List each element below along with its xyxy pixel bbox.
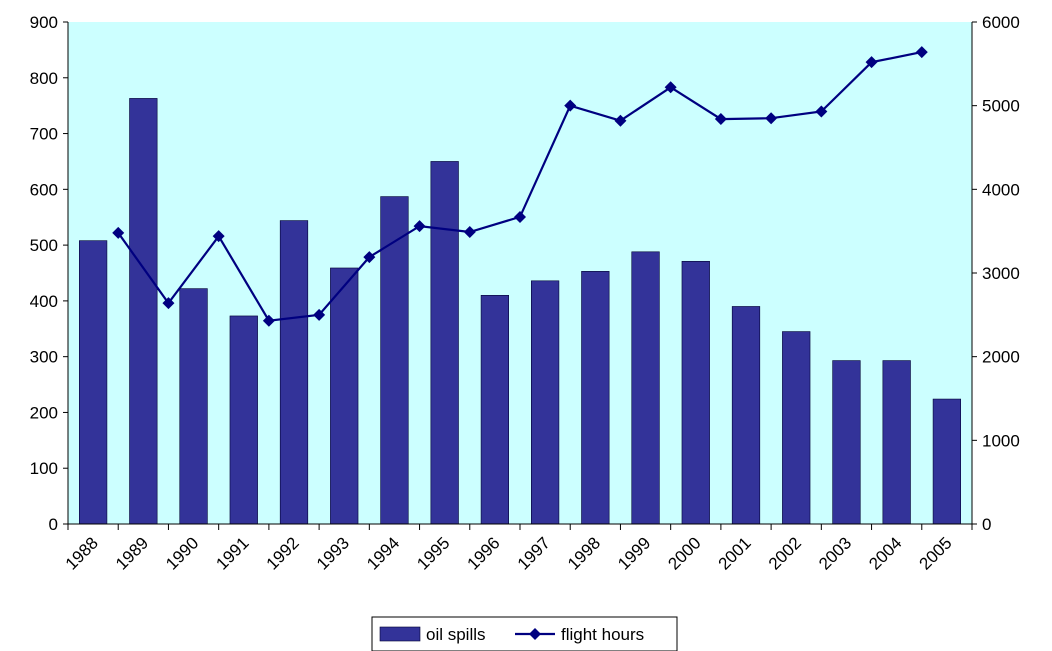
point-1991 (212, 230, 225, 243)
x-tick-label: 1999 (614, 533, 654, 573)
y-right-tick-label: 4000 (982, 180, 1020, 199)
point-1996 (463, 226, 476, 239)
legend-label-flight-hours: flight hours (561, 625, 644, 644)
point-1999 (614, 114, 627, 127)
y-left-tick-label: 500 (30, 236, 58, 255)
bar-2001 (731, 306, 761, 525)
point-1995 (413, 220, 426, 233)
legend-marker-flight-hours (529, 628, 541, 640)
bar-1993 (330, 267, 359, 525)
point-2000 (664, 81, 677, 94)
x-tick-label: 1992 (263, 533, 303, 573)
x-tick-label: 2002 (765, 533, 805, 573)
bar-2005 (932, 398, 961, 525)
y-right-tick-label: 2000 (982, 348, 1020, 367)
y-right-tick-label: 6000 (982, 13, 1020, 32)
point-1989 (112, 226, 125, 239)
x-tick-label: 1995 (413, 533, 453, 573)
point-1992 (262, 314, 275, 327)
bar-2000 (681, 260, 710, 525)
y-left-tick-label: 200 (30, 403, 58, 422)
bar-2004 (882, 360, 911, 525)
bar-1995 (430, 161, 459, 525)
point-2003 (815, 105, 828, 118)
x-tick-label: 1994 (363, 533, 403, 573)
point-2004 (865, 56, 878, 69)
y-right-tick-label: 5000 (982, 97, 1020, 116)
point-1993 (313, 308, 326, 321)
point-2001 (714, 113, 727, 126)
x-tick-label: 1993 (313, 533, 353, 573)
x-tick-label: 2001 (715, 533, 755, 573)
point-1997 (514, 210, 526, 223)
y-left-tick-label: 100 (30, 459, 58, 478)
y-right-tick-label: 1000 (982, 431, 1020, 450)
flight-hours-series (112, 46, 928, 327)
oil-spills-series (79, 98, 961, 525)
y-right-tick-label: 3000 (982, 264, 1020, 283)
legend: oil spills flight hours (371, 616, 678, 651)
bar-1990 (179, 288, 208, 525)
x-tick-label: 1998 (564, 533, 604, 573)
legend-swatch-oil-spills (379, 626, 421, 642)
x-tick-label: 1988 (62, 533, 102, 573)
y-left-tick-label: 0 (49, 515, 58, 534)
bar-1996 (480, 295, 510, 525)
y-left-tick-label: 800 (30, 69, 58, 88)
bar-1992 (279, 220, 309, 525)
point-1990 (162, 297, 175, 310)
point-2002 (765, 112, 778, 125)
y-left-tick-label: 700 (30, 125, 58, 144)
bar-1999 (631, 251, 660, 525)
x-tick-label: 1990 (162, 533, 202, 573)
y-left-tick-label: 400 (30, 292, 58, 311)
bar-2003 (832, 360, 861, 525)
x-tick-label: 2005 (916, 533, 956, 573)
x-tick-label: 1996 (464, 533, 504, 573)
bar-1998 (581, 271, 610, 525)
bar-1988 (79, 240, 108, 525)
legend-label-oil-spills: oil spills (426, 625, 486, 644)
bar-1997 (530, 280, 560, 525)
bar-1994 (380, 196, 409, 525)
bar-2002 (782, 331, 811, 525)
bar-1989 (129, 98, 158, 525)
y-left-tick-label: 900 (30, 13, 58, 32)
point-1994 (363, 251, 376, 264)
point-1998 (564, 99, 577, 112)
bar-1991 (229, 315, 258, 525)
x-tick-label: 2000 (664, 533, 704, 573)
y-left-tick-label: 600 (30, 180, 58, 199)
point-2005 (915, 46, 928, 59)
y-right-tick-label: 0 (982, 515, 991, 534)
x-tick-label: 1997 (514, 533, 554, 573)
x-tick-label: 1991 (212, 533, 252, 573)
y-left-tick-label: 300 (30, 348, 58, 367)
x-tick-label: 2004 (865, 533, 905, 573)
x-tick-label: 1989 (112, 533, 152, 573)
x-tick-label: 2003 (815, 533, 855, 573)
